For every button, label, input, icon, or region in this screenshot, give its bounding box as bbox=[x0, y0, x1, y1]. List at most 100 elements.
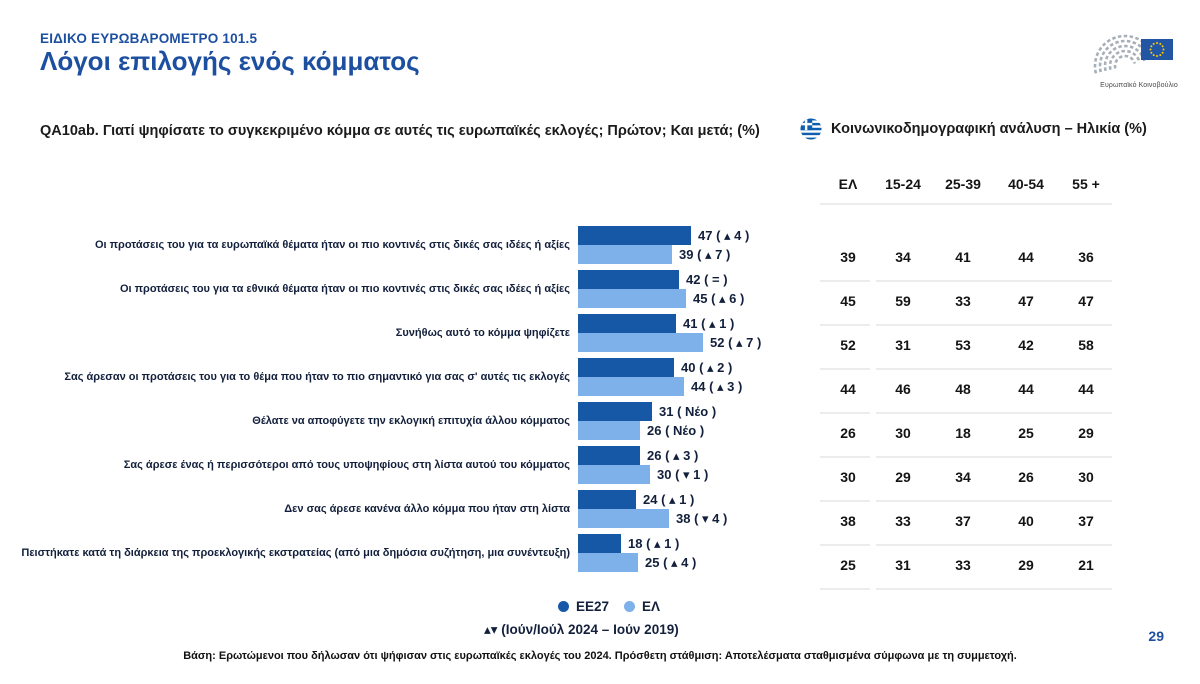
age-column-header: ΕΛ bbox=[838, 176, 858, 192]
bar-value-ee27: 40 ( ▴ 2 ) bbox=[681, 360, 733, 375]
age-column-header: 40-54 bbox=[1008, 176, 1044, 192]
bar-value-el: 30 ( ▾ 1 ) bbox=[657, 467, 709, 482]
category-label: Οι προτάσεις του για τα ευρωπαϊκά θέματα… bbox=[94, 239, 570, 251]
age-table-cell: 42 bbox=[1018, 337, 1034, 353]
bar-value-ee27: 42 ( = ) bbox=[686, 272, 728, 287]
bar-ee27 bbox=[578, 226, 691, 245]
age-table-cell: 33 bbox=[895, 513, 911, 529]
bar-value-ee27: 31 ( Νέο ) bbox=[659, 404, 717, 419]
bar-ee27 bbox=[578, 314, 676, 333]
bar-el bbox=[578, 245, 672, 264]
bar-value-el: 45 ( ▴ 6 ) bbox=[693, 291, 745, 306]
table-row-separator bbox=[820, 280, 870, 282]
age-table-cell: 45 bbox=[840, 293, 856, 309]
age-table-cell: 38 bbox=[840, 513, 856, 529]
category-label: Οι προτάσεις του για τα εθνικά θέματα ήτ… bbox=[119, 283, 570, 295]
age-table-cell: 41 bbox=[955, 249, 971, 265]
legend-label-el: ΕΛ bbox=[642, 599, 661, 614]
age-table-cell: 33 bbox=[955, 293, 971, 309]
table-row-separator bbox=[820, 368, 870, 370]
table-row-separator bbox=[876, 324, 1112, 326]
table-row-separator bbox=[876, 368, 1112, 370]
age-table-cell: 25 bbox=[1018, 425, 1034, 441]
demographic-title: Κοινωνικοδημογραφική ανάλυση – Ηλικία (%… bbox=[831, 121, 1147, 137]
bar-value-el: 26 ( Νέο ) bbox=[647, 423, 705, 438]
legend-label-ee27: EE27 bbox=[576, 599, 610, 614]
ep-logo-caption: Ευρωπαϊκό Κοινοβούλιο bbox=[1100, 82, 1178, 89]
bar-el bbox=[578, 333, 703, 352]
table-row-separator bbox=[820, 412, 870, 414]
age-table-cell: 29 bbox=[1078, 425, 1094, 441]
eu-flag bbox=[1141, 39, 1173, 60]
bar-value-el: 38 ( ▾ 4 ) bbox=[676, 511, 728, 526]
table-row-separator bbox=[876, 500, 1112, 502]
age-table-cell: 21 bbox=[1078, 557, 1094, 573]
bar-el bbox=[578, 289, 686, 308]
bar-ee27 bbox=[578, 358, 674, 377]
table-row-separator bbox=[876, 544, 1112, 546]
bar-ee27 bbox=[578, 490, 636, 509]
bar-el bbox=[578, 465, 650, 484]
age-table-cell: 52 bbox=[840, 337, 856, 353]
category-label: Συνήθως αυτό το κόμμα ψηφίζετε bbox=[395, 327, 570, 339]
report-kicker: ΕΙΔΙΚΟ ΕΥΡΩΒΑΡΟΜΕΤΡΟ 101.5 bbox=[40, 31, 258, 46]
age-column-header: 55 + bbox=[1072, 176, 1100, 192]
legend-dot-ee27 bbox=[558, 601, 569, 612]
table-row-separator bbox=[876, 280, 1112, 282]
age-table-cell: 31 bbox=[895, 557, 911, 573]
age-table-cell: 36 bbox=[1078, 249, 1094, 265]
ep-hemicycle-icon bbox=[1093, 34, 1173, 74]
bar-value-ee27: 47 ( ▴ 4 ) bbox=[698, 228, 750, 243]
age-table-cell: 37 bbox=[1078, 513, 1094, 529]
age-table-cell: 34 bbox=[895, 249, 911, 265]
table-row-separator bbox=[876, 456, 1112, 458]
age-table-cell: 58 bbox=[1078, 337, 1094, 353]
table-row-separator bbox=[876, 412, 1112, 414]
header-separator bbox=[820, 203, 1112, 205]
bar-el bbox=[578, 421, 640, 440]
bar-el bbox=[578, 553, 638, 572]
bar-ee27 bbox=[578, 402, 652, 421]
age-table-cell: 44 bbox=[1018, 249, 1034, 265]
bar-ee27 bbox=[578, 270, 679, 289]
category-label: Δεν σας άρεσε κανένα άλλο κόμμα που ήταν… bbox=[284, 503, 570, 515]
table-row-separator bbox=[876, 588, 1112, 590]
bar-ee27 bbox=[578, 446, 640, 465]
age-table-cell: 26 bbox=[840, 425, 856, 441]
age-table-cell: 29 bbox=[1018, 557, 1034, 573]
european-parliament-logo: Ευρωπαϊκό Κοινοβούλιο bbox=[1093, 26, 1185, 89]
table-row-separator bbox=[820, 456, 870, 458]
age-table-cell: 44 bbox=[1018, 381, 1034, 397]
bar-value-ee27: 18 ( ▴ 1 ) bbox=[628, 536, 680, 551]
age-table-cell: 30 bbox=[895, 425, 911, 441]
age-table-cell: 37 bbox=[955, 513, 971, 529]
question-text: QA10ab. Γιατί ψηφίσατε το συγκεκριμένο κ… bbox=[40, 123, 760, 139]
age-table-cell: 25 bbox=[840, 557, 856, 573]
age-table-cell: 40 bbox=[1018, 513, 1034, 529]
age-table-cell: 30 bbox=[1078, 469, 1094, 485]
category-label: Πειστήκατε κατά τη διάρκεια της προεκλογ… bbox=[21, 547, 570, 559]
table-row-separator bbox=[820, 324, 870, 326]
age-table-cell: 44 bbox=[840, 381, 856, 397]
bar-value-el: 25 ( ▴ 4 ) bbox=[645, 555, 697, 570]
table-row-separator bbox=[820, 500, 870, 502]
age-table-cell: 18 bbox=[955, 425, 971, 441]
category-label: Σας άρεσε ένας ή περισσότεροι από τους υ… bbox=[123, 459, 570, 471]
age-table-cell: 53 bbox=[955, 337, 971, 353]
chart-legend: EE27 ΕΛ bbox=[558, 599, 668, 614]
age-table-cell: 47 bbox=[1018, 293, 1034, 309]
page-number: 29 bbox=[1148, 628, 1164, 644]
change-period-note: ▴▾ (Ιούν/Ιούλ 2024 – Ιούν 2019) bbox=[484, 622, 679, 637]
age-table-cell: 26 bbox=[1018, 469, 1034, 485]
bar-value-el: 52 ( ▴ 7 ) bbox=[710, 335, 762, 350]
age-column-header: 25-39 bbox=[945, 176, 981, 192]
greece-flag-icon bbox=[800, 118, 822, 140]
age-table-cell: 39 bbox=[840, 249, 856, 265]
age-table-cell: 44 bbox=[1078, 381, 1094, 397]
age-table-cell: 48 bbox=[955, 381, 971, 397]
bar-value-el: 39 ( ▴ 7 ) bbox=[679, 247, 731, 262]
demographic-header: Κοινωνικοδημογραφική ανάλυση – Ηλικία (%… bbox=[800, 118, 1147, 140]
base-note: Βάση: Ερωτώμενοι που δήλωσαν ότι ψήφισαν… bbox=[183, 650, 1017, 662]
category-label: Σας άρεσαν οι προτάσεις του για το θέμα … bbox=[64, 371, 570, 383]
